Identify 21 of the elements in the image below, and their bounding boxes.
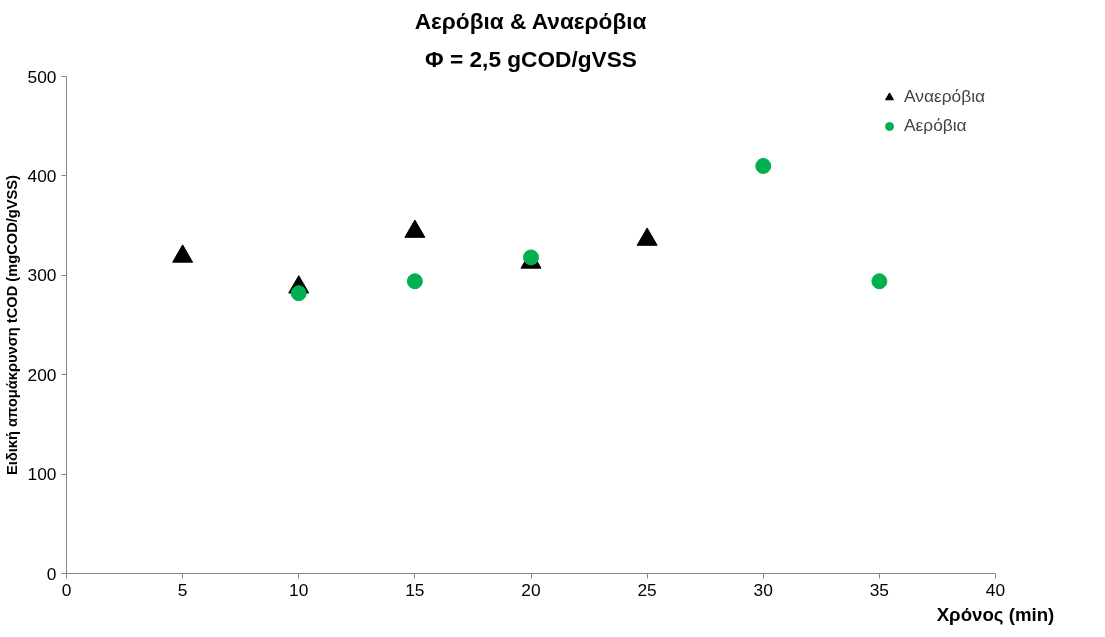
y-tick-label: 300: [27, 265, 57, 286]
x-tick-label: 20: [521, 579, 541, 600]
legend-label: Αναερόβια: [904, 86, 985, 107]
y-tick-label: 500: [27, 66, 57, 87]
x-tick-label: 0: [61, 579, 72, 600]
x-tick-label: 15: [405, 579, 425, 600]
y-axis-title: Ειδική απομάκρυνση tCOD (mgCOD/gVSS): [3, 174, 20, 475]
y-tick-label: 0: [46, 563, 57, 584]
x-tick-label: 30: [753, 579, 773, 600]
chart-title: Αερόβια & Αναερόβια: [414, 7, 647, 34]
x-tick-label: 5: [177, 579, 188, 600]
x-tick-label: 10: [289, 579, 309, 600]
y-tick-label: 200: [27, 364, 57, 385]
y-tick-label: 100: [27, 464, 57, 485]
y-tick-label: 400: [27, 165, 57, 186]
x-tick-label: 35: [869, 579, 890, 600]
x-tick-label: 40: [985, 579, 1006, 600]
x-tick-label: 25: [637, 579, 657, 600]
x-axis-title: Χρόνος (min): [936, 603, 1055, 625]
legend-label: Αερόβια: [904, 115, 967, 136]
chart-subtitle: Φ = 2,5 gCOD/gVSS: [425, 45, 637, 72]
